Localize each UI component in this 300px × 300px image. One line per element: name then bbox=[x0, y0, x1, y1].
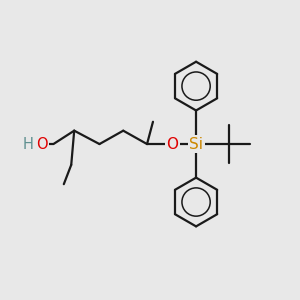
Text: H: H bbox=[23, 136, 34, 152]
Text: -: - bbox=[34, 138, 39, 151]
Text: O: O bbox=[36, 136, 47, 152]
Text: O: O bbox=[166, 136, 178, 152]
Text: Si: Si bbox=[189, 136, 203, 152]
